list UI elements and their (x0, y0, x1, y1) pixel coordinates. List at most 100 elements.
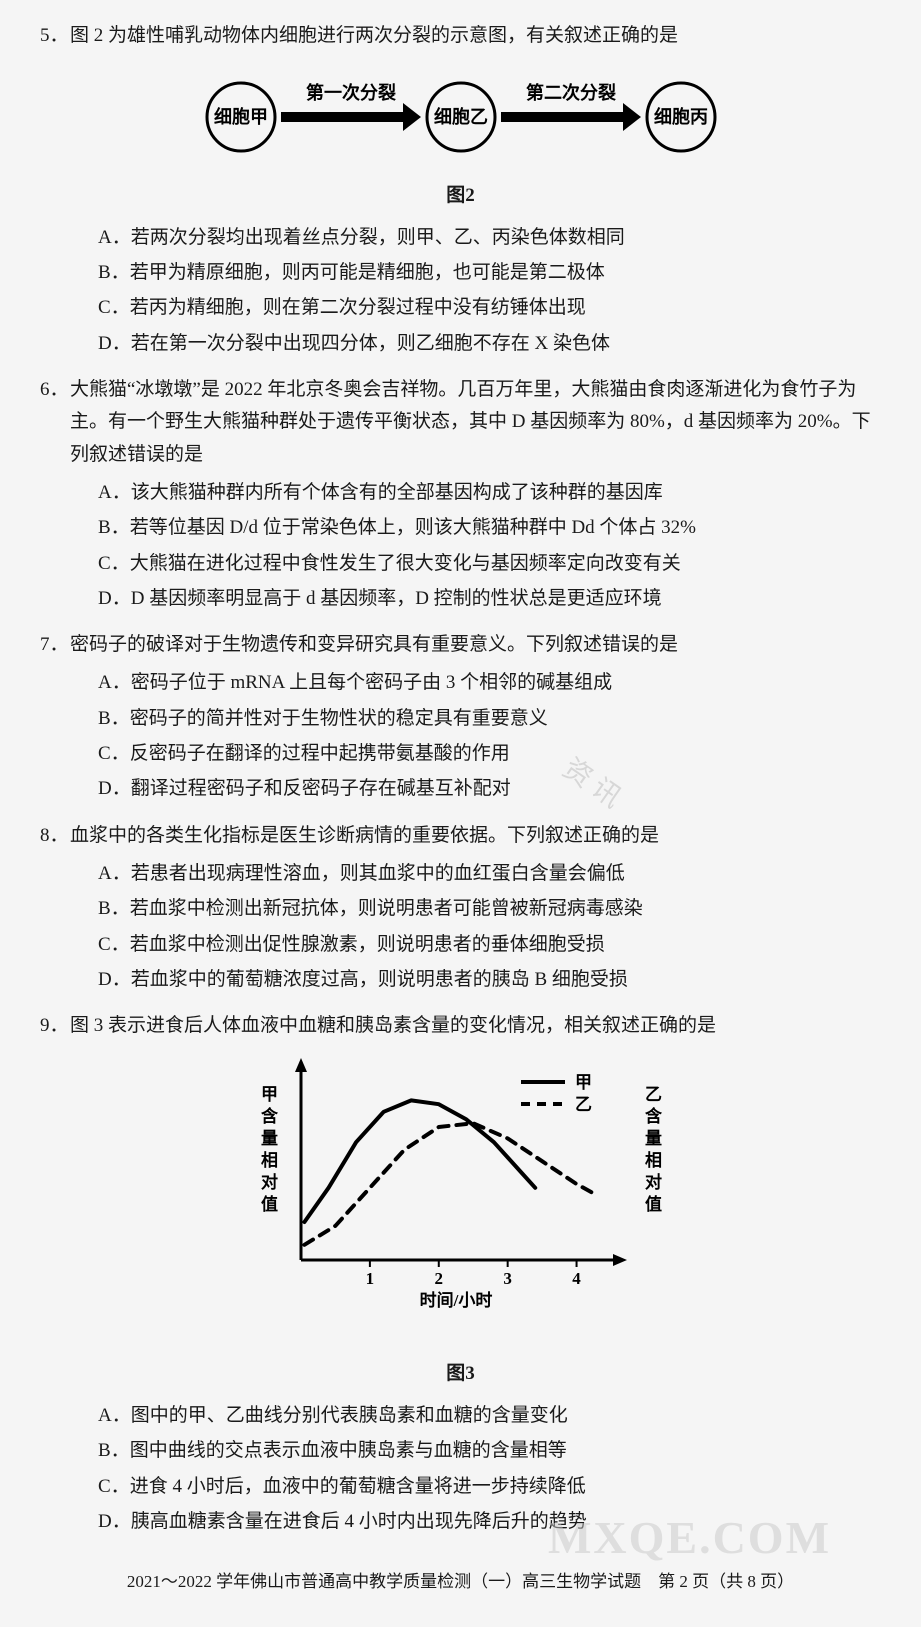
opt-text: 若血浆中的葡萄糖浓度过高，则说明患者的胰岛 B 细胞受损 (131, 964, 881, 996)
opt-text: 若血浆中检测出新冠抗体，则说明患者可能曾被新冠病毒感染 (130, 893, 881, 925)
svg-text:甲: 甲 (261, 1085, 278, 1104)
q9-opt-d: D．胰高血糖素含量在进食后 4 小时内出现先降后升的趋势 (98, 1506, 881, 1538)
opt-text: 图中的甲、乙曲线分别代表胰岛素和血糖的含量变化 (131, 1400, 881, 1432)
q6-opt-d: D．D 基因频率明显高于 d 基因频率，D 控制的性状总是更适应环境 (98, 583, 881, 615)
figure-2-caption: 图2 (40, 180, 881, 212)
figure-3: 1234时间/小时甲含量相对值乙含量相对值甲乙 (40, 1050, 881, 1351)
opt-label: C． (98, 929, 130, 961)
q9-opt-b: B．图中曲线的交点表示血液中胰岛素与血糖的含量相等 (98, 1435, 881, 1467)
svg-text:2: 2 (434, 1269, 443, 1288)
svg-text:乙: 乙 (645, 1085, 662, 1104)
q8-opt-c: C．若血浆中检测出促性腺激素，则说明患者的垂体细胞受损 (98, 929, 881, 961)
q8-opt-a: A．若患者出现病理性溶血，则其血浆中的血红蛋白含量会偏低 (98, 858, 881, 890)
svg-text:1: 1 (365, 1269, 374, 1288)
opt-label: B． (98, 703, 130, 735)
opt-text: 若患者出现病理性溶血，则其血浆中的血红蛋白含量会偏低 (131, 858, 881, 890)
q9-stem-text: 图 3 表示进食后人体血液中血糖和胰岛素含量的变化情况，相关叙述正确的是 (70, 1010, 881, 1042)
q5-opt-d: D．若在第一次分裂中出现四分体，则乙细胞不存在 X 染色体 (98, 328, 881, 360)
q7-opt-a: A．密码子位于 mRNA 上且每个密码子由 3 个相邻的碱基组成 (98, 667, 881, 699)
svg-text:含: 含 (645, 1106, 663, 1126)
q7-opt-d: D．翻译过程密码子和反密码子存在碱基互补配对 (98, 773, 881, 805)
svg-text:3: 3 (503, 1269, 512, 1288)
q8-number: 8． (40, 820, 70, 852)
q6-stem: 6． 大熊猫“冰墩墩”是 2022 年北京冬奥会吉祥物。几百万年里，大熊猫由食肉… (40, 374, 881, 471)
question-5: 5． 图 2 为雄性哺乳动物体内细胞进行两次分裂的示意图，有关叙述正确的是 细胞… (40, 20, 881, 360)
page-footer: 2021～2022 学年佛山市普通高中教学质量检测（一）高三生物学试题 第 2 … (40, 1568, 881, 1597)
opt-label: A． (98, 222, 131, 254)
q7-stem-text: 密码子的破译对于生物遗传和变异研究具有重要意义。下列叙述错误的是 (70, 629, 881, 661)
opt-text: 若血浆中检测出促性腺激素，则说明患者的垂体细胞受损 (130, 929, 881, 961)
opt-label: C． (98, 1471, 130, 1503)
opt-text: 密码子的简并性对于生物性状的稳定具有重要意义 (130, 703, 881, 735)
figure-3-svg: 1234时间/小时甲含量相对值乙含量相对值甲乙 (231, 1050, 691, 1340)
opt-label: B． (98, 512, 130, 544)
opt-label: D． (98, 583, 131, 615)
svg-text:值: 值 (645, 1194, 662, 1214)
q6-opt-c: C．大熊猫在进化过程中食性发生了很大变化与基因频率定向改变有关 (98, 548, 881, 580)
q7-options: A．密码子位于 mRNA 上且每个密码子由 3 个相邻的碱基组成 B．密码子的简… (40, 667, 881, 805)
opt-label: B． (98, 893, 130, 925)
q8-opt-d: D．若血浆中的葡萄糖浓度过高，则说明患者的胰岛 B 细胞受损 (98, 964, 881, 996)
svg-text:量: 量 (261, 1128, 278, 1148)
q5-options: A．若两次分裂均出现着丝点分裂，则甲、乙、丙染色体数相同 B．若甲为精原细胞，则… (40, 222, 881, 360)
opt-label: D． (98, 964, 131, 996)
q5-stem-text: 图 2 为雄性哺乳动物体内细胞进行两次分裂的示意图，有关叙述正确的是 (70, 20, 881, 52)
q5-opt-b: B．若甲为精原细胞，则丙可能是精细胞，也可能是第二极体 (98, 257, 881, 289)
opt-text: 若两次分裂均出现着丝点分裂，则甲、乙、丙染色体数相同 (131, 222, 881, 254)
q6-stem-text: 大熊猫“冰墩墩”是 2022 年北京冬奥会吉祥物。几百万年里，大熊猫由食肉逐渐进… (70, 374, 881, 471)
figure-3-caption: 图3 (40, 1358, 881, 1390)
q5-stem: 5． 图 2 为雄性哺乳动物体内细胞进行两次分裂的示意图，有关叙述正确的是 (40, 20, 881, 52)
opt-label: B． (98, 257, 130, 289)
svg-text:细胞丙: 细胞丙 (654, 106, 708, 127)
opt-text: 密码子位于 mRNA 上且每个密码子由 3 个相邻的碱基组成 (131, 667, 881, 699)
opt-text: 若丙为精细胞，则在第二次分裂过程中没有纺锤体出现 (130, 292, 881, 324)
opt-text: 若等位基因 D/d 位于常染色体上，则该大熊猫种群中 Dd 个体占 32% (130, 512, 881, 544)
opt-label: C． (98, 292, 130, 324)
q7-opt-b: B．密码子的简并性对于生物性状的稳定具有重要意义 (98, 703, 881, 735)
svg-text:乙: 乙 (575, 1095, 592, 1114)
opt-text: 若甲为精原细胞，则丙可能是精细胞，也可能是第二极体 (130, 257, 881, 289)
svg-text:时间/小时: 时间/小时 (419, 1290, 492, 1310)
svg-text:量: 量 (645, 1128, 662, 1148)
opt-label: A． (98, 477, 131, 509)
q9-opt-c: C．进食 4 小时后，血液中的葡萄糖含量将进一步持续降低 (98, 1471, 881, 1503)
q5-opt-c: C．若丙为精细胞，则在第二次分裂过程中没有纺锤体出现 (98, 292, 881, 324)
svg-text:第一次分裂: 第一次分裂 (306, 82, 396, 103)
svg-text:4: 4 (572, 1269, 581, 1288)
q5-number: 5． (40, 20, 70, 52)
opt-label: A． (98, 858, 131, 890)
q6-options: A．该大熊猫种群内所有个体含有的全部基因构成了该种群的基因库 B．若等位基因 D… (40, 477, 881, 615)
svg-text:第二次分裂: 第二次分裂 (526, 82, 616, 103)
q9-options: A．图中的甲、乙曲线分别代表胰岛素和血糖的含量变化 B．图中曲线的交点表示血液中… (40, 1400, 881, 1538)
question-9: 9． 图 3 表示进食后人体血液中血糖和胰岛素含量的变化情况，相关叙述正确的是 … (40, 1010, 881, 1538)
q8-stem: 8． 血浆中的各类生化指标是医生诊断病情的重要依据。下列叙述正确的是 (40, 820, 881, 852)
q7-opt-c: C．反密码子在翻译的过程中起携带氨基酸的作用 (98, 738, 881, 770)
opt-label: C． (98, 738, 130, 770)
svg-text:含: 含 (261, 1106, 279, 1126)
q5-opt-a: A．若两次分裂均出现着丝点分裂，则甲、乙、丙染色体数相同 (98, 222, 881, 254)
q8-options: A．若患者出现病理性溶血，则其血浆中的血红蛋白含量会偏低 B．若血浆中检测出新冠… (40, 858, 881, 996)
q9-opt-a: A．图中的甲、乙曲线分别代表胰岛素和血糖的含量变化 (98, 1400, 881, 1432)
q7-number: 7． (40, 629, 70, 661)
opt-label: A． (98, 1400, 131, 1432)
opt-label: D． (98, 1506, 131, 1538)
q6-opt-b: B．若等位基因 D/d 位于常染色体上，则该大熊猫种群中 Dd 个体占 32% (98, 512, 881, 544)
q6-number: 6． (40, 374, 70, 471)
opt-text: 翻译过程密码子和反密码子存在碱基互补配对 (131, 773, 881, 805)
opt-text: 反密码子在翻译的过程中起携带氨基酸的作用 (130, 738, 881, 770)
opt-text: 图中曲线的交点表示血液中胰岛素与血糖的含量相等 (130, 1435, 881, 1467)
q8-opt-b: B．若血浆中检测出新冠抗体，则说明患者可能曾被新冠病毒感染 (98, 893, 881, 925)
figure-2-svg: 细胞甲细胞乙细胞丙第一次分裂第二次分裂 (181, 62, 741, 162)
svg-text:值: 值 (261, 1194, 278, 1214)
q9-stem: 9． 图 3 表示进食后人体血液中血糖和胰岛素含量的变化情况，相关叙述正确的是 (40, 1010, 881, 1042)
question-6: 6． 大熊猫“冰墩墩”是 2022 年北京冬奥会吉祥物。几百万年里，大熊猫由食肉… (40, 374, 881, 615)
svg-text:对: 对 (261, 1172, 278, 1192)
q8-stem-text: 血浆中的各类生化指标是医生诊断病情的重要依据。下列叙述正确的是 (70, 820, 881, 852)
question-7: 7． 密码子的破译对于生物遗传和变异研究具有重要意义。下列叙述错误的是 A．密码… (40, 629, 881, 805)
opt-text: 若在第一次分裂中出现四分体，则乙细胞不存在 X 染色体 (131, 328, 881, 360)
opt-text: 大熊猫在进化过程中食性发生了很大变化与基因频率定向改变有关 (130, 548, 881, 580)
svg-text:相: 相 (645, 1150, 662, 1170)
opt-text: 该大熊猫种群内所有个体含有的全部基因构成了该种群的基因库 (131, 477, 881, 509)
q6-opt-a: A．该大熊猫种群内所有个体含有的全部基因构成了该种群的基因库 (98, 477, 881, 509)
figure-2: 细胞甲细胞乙细胞丙第一次分裂第二次分裂 (40, 62, 881, 173)
